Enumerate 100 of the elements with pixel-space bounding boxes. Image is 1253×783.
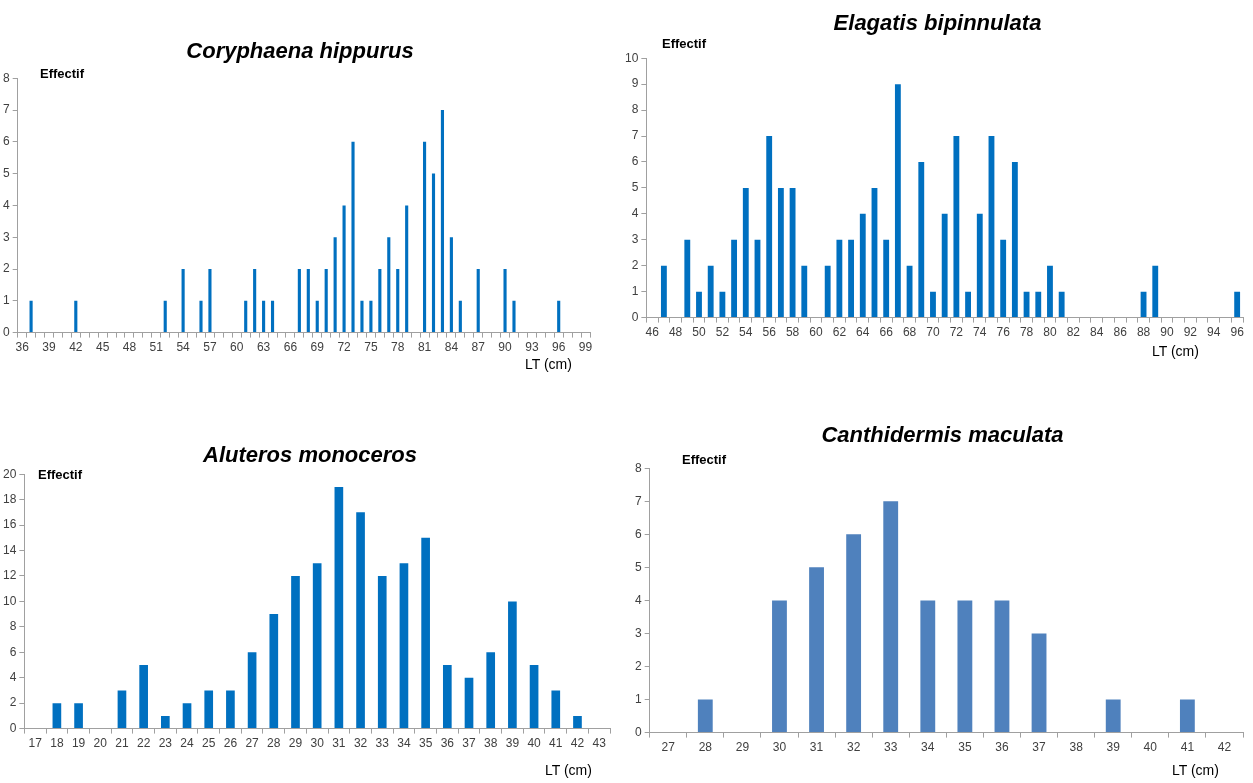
x-tick-label: 36 [15,340,30,355]
x-tick-label: 99 [578,340,593,355]
x-tick-label: 78 [1019,325,1034,340]
x-tick-label: 17 [28,736,43,751]
bar [405,205,409,333]
bar [965,291,971,318]
x-tick-label: 52 [715,325,730,340]
bar [117,690,127,729]
x-tick-label: 29 [735,740,750,755]
bar [731,239,738,318]
x-tick-label: 33 [375,736,390,751]
chart-title: Coryphaena hippurus [185,38,415,64]
bar [503,269,507,333]
y-tick-label: 4 [9,670,17,685]
x-tick-label: 96 [1230,325,1245,340]
bar [423,141,427,333]
bar [351,141,355,333]
x-tick-label: 54 [176,340,191,355]
y-tick-label: 8 [9,619,17,634]
bar [1035,291,1042,318]
bar [312,563,322,729]
x-tick-label: 41 [1180,740,1195,755]
bar [918,161,925,318]
bar [181,269,185,333]
bar [883,239,890,318]
bar [1234,291,1241,318]
bar [476,269,480,333]
bar [846,534,862,733]
x-tick-label: 28 [698,740,713,755]
bar [204,690,214,729]
y-axis-title: Effectif [682,452,727,467]
bar [920,600,936,733]
y-tick-label: 0 [631,309,639,324]
x-tick-label: 74 [973,325,987,340]
x-tick-label: 25 [202,736,216,751]
y-tick-label: 7 [631,128,639,143]
bar [182,703,192,729]
bar [1047,265,1053,318]
x-tick-label: 30 [772,740,787,755]
y-tick-label: 6 [2,134,10,149]
bar [315,300,319,333]
bar [848,239,855,318]
bar [772,600,787,733]
bar [399,563,409,729]
x-tick-label: 63 [256,340,271,355]
bar [139,665,148,729]
x-tick-label: 84 [444,340,459,355]
x-tick-label: 39 [505,736,520,751]
bar [431,173,436,333]
x-tick-label: 36 [995,740,1009,755]
y-tick-label: 10 [624,50,639,65]
bar [486,652,496,729]
x-tick-label: 41 [549,736,563,751]
x-tick-label: 56 [762,325,777,340]
x-tick-label: 92 [1183,325,1198,340]
x-tick-label: 66 [283,340,298,355]
bar [994,600,1010,733]
x-tick-label: 66 [879,325,894,340]
bar [953,136,960,318]
bar [777,187,784,318]
bar [449,237,453,333]
bar [1000,239,1007,318]
x-tick-label: 19 [71,736,86,751]
bar [836,239,843,318]
y-tick-label: 8 [631,102,639,117]
bar [573,715,582,729]
y-tick-label: 4 [2,197,10,212]
bar [766,136,773,318]
bar [208,269,212,333]
y-tick-label: 14 [2,542,17,557]
x-axis-title: LT (cm) [525,356,572,372]
chart-title: Canthidermis maculata [820,422,1065,448]
bar [226,690,235,729]
x-tick-label: 22 [136,736,151,751]
x-tick-label: 88 [1136,325,1151,340]
x-tick-label: 31 [332,736,346,751]
bar [333,237,337,333]
y-tick-label: 8 [634,460,642,475]
y-tick-label: 1 [631,283,639,298]
x-tick-label: 21 [115,736,129,751]
y-tick-label: 6 [634,526,642,541]
bar [297,269,301,333]
x-tick-label: 57 [203,340,217,355]
x-tick-label: 31 [809,740,824,755]
bar [74,300,78,333]
bar [789,187,796,318]
x-tick-label: 38 [484,736,498,751]
x-tick-label: 70 [926,325,940,340]
bar [269,614,279,729]
x-tick-label: 62 [832,325,847,340]
x-tick-label: 72 [949,325,964,340]
x-tick-label: 87 [471,340,486,355]
x-tick-label: 27 [661,740,676,755]
y-tick-label: 7 [634,493,642,508]
bar [253,269,257,333]
x-tick-label: 28 [267,736,281,751]
bar [306,269,310,333]
y-tick-label: 6 [631,154,639,169]
bar [440,110,445,333]
x-tick-label: 27 [245,736,260,751]
